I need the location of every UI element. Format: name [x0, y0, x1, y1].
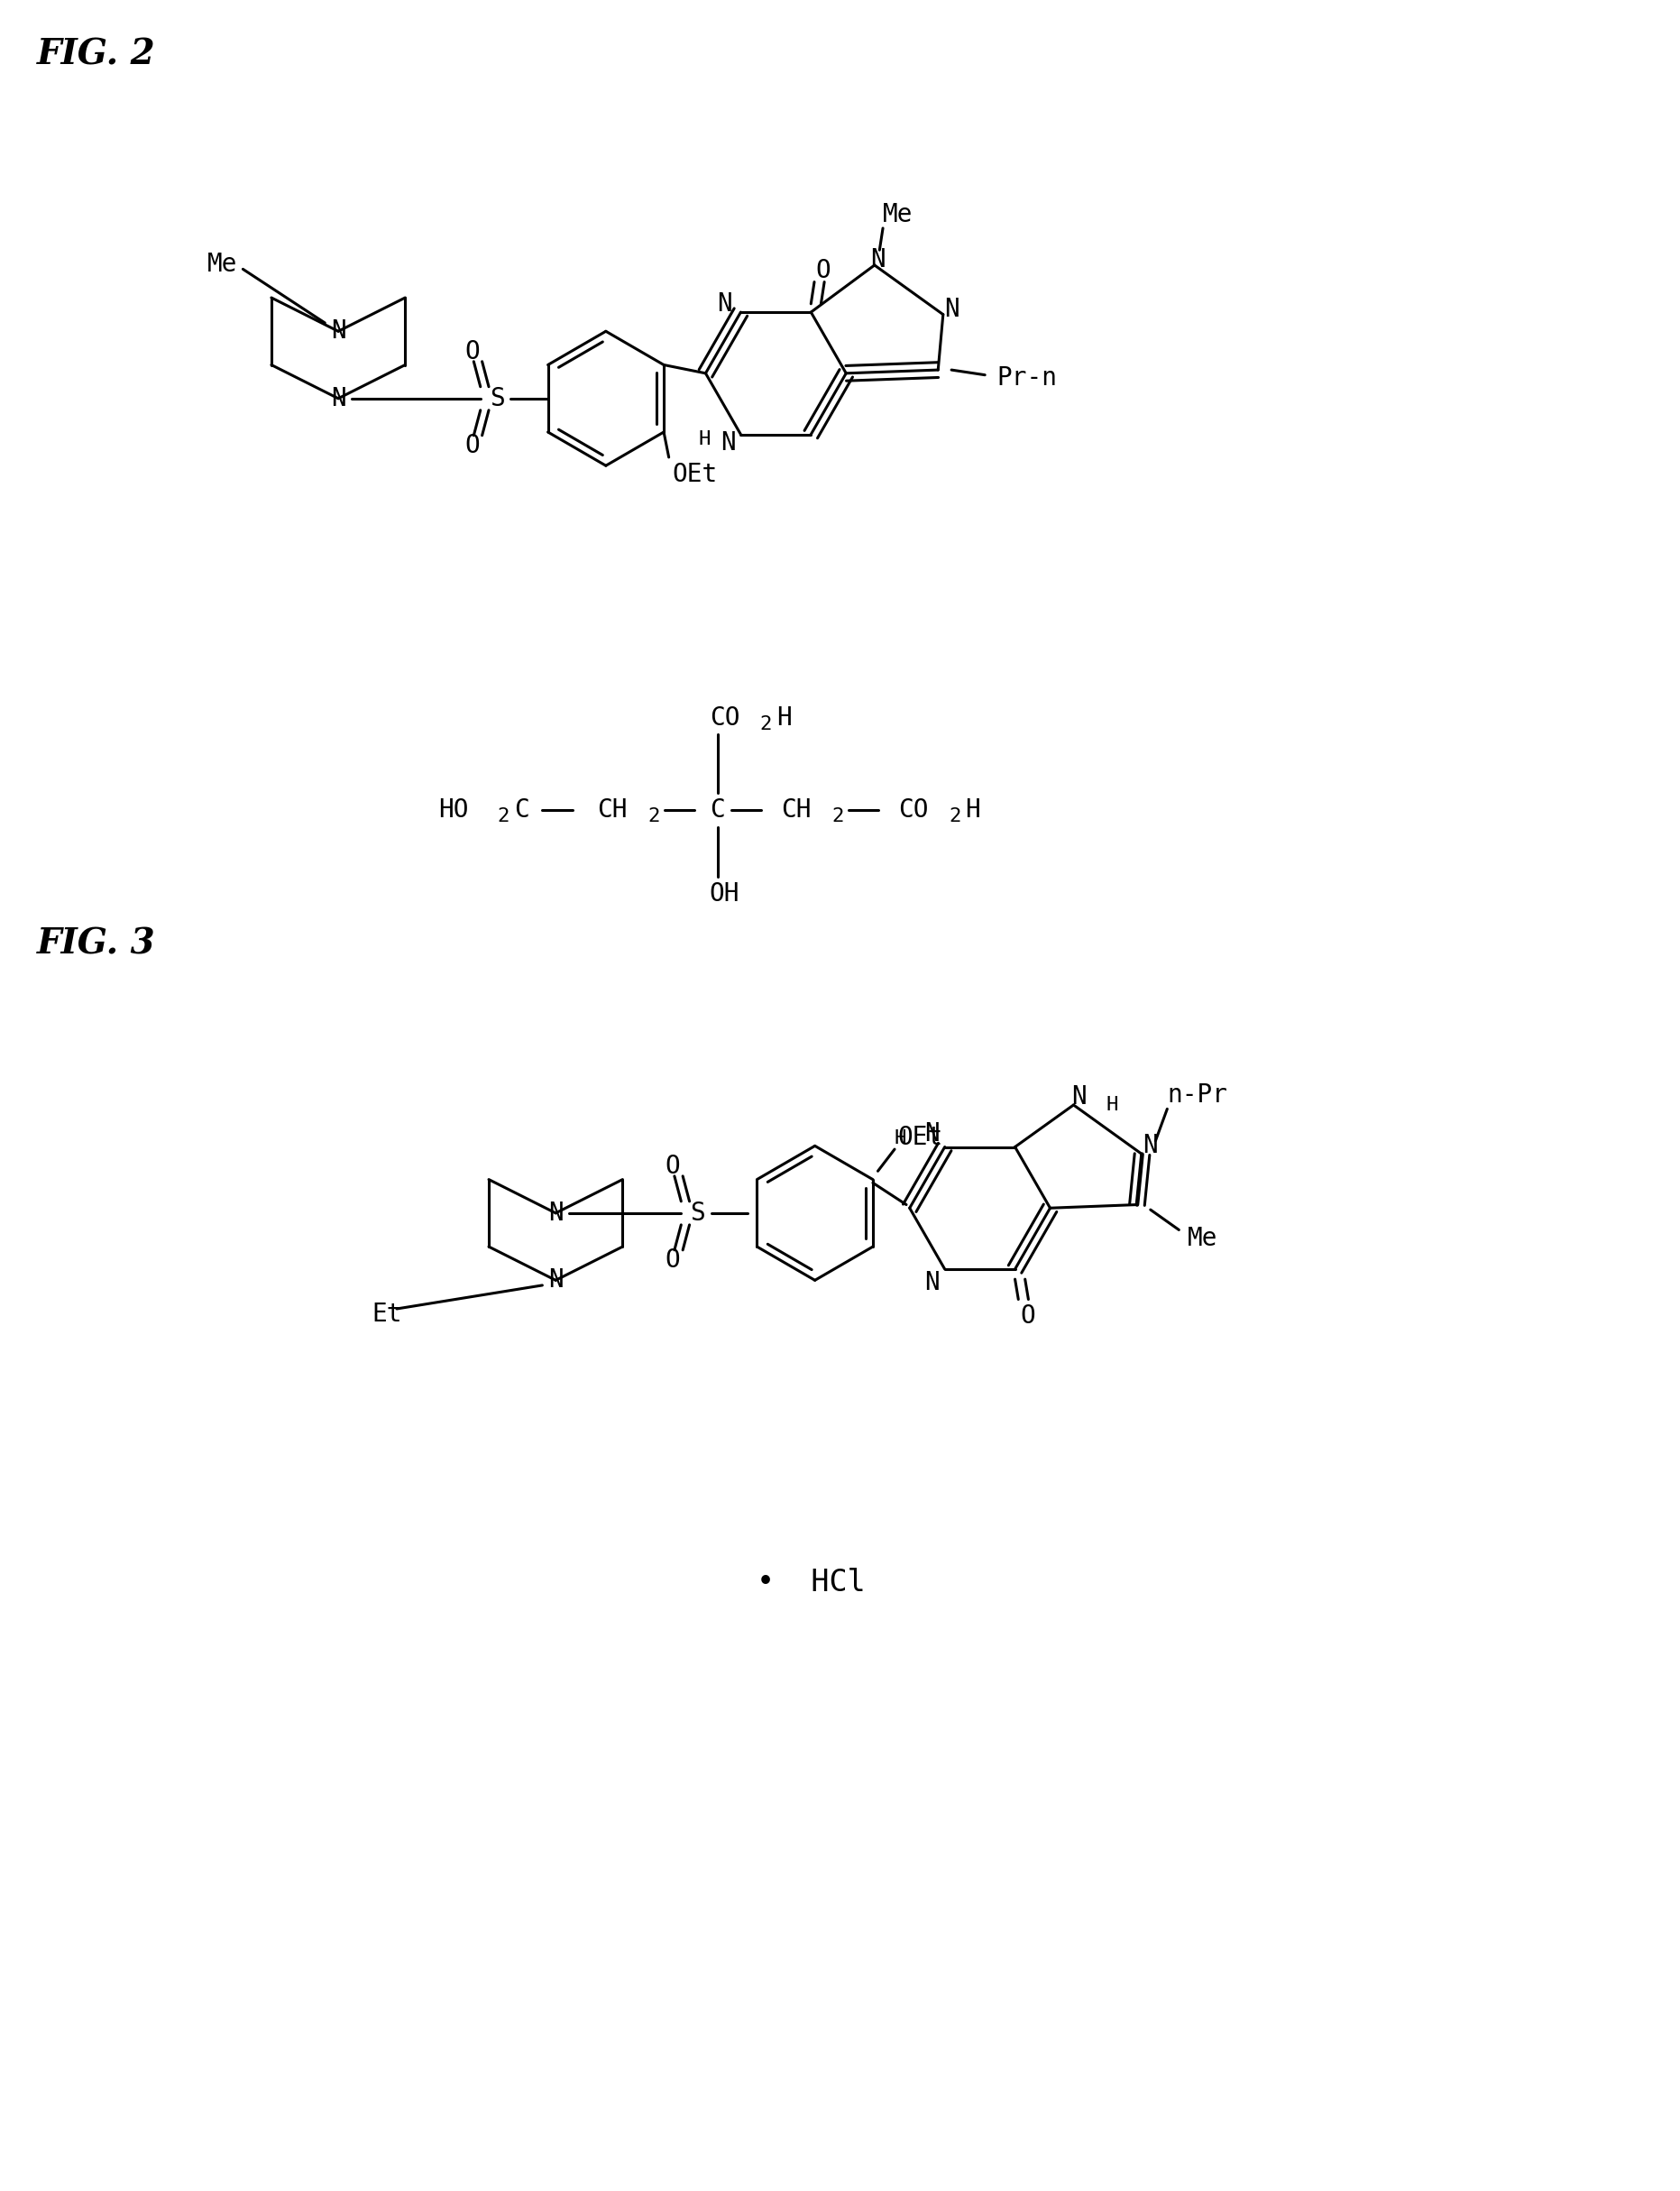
Text: CH: CH: [598, 798, 628, 822]
Text: N: N: [331, 318, 346, 344]
Text: HO: HO: [438, 798, 469, 822]
Text: N: N: [717, 291, 732, 316]
Text: C: C: [709, 798, 724, 822]
Text: N: N: [548, 1201, 563, 1225]
Text: 2: 2: [949, 808, 961, 826]
Text: O: O: [464, 340, 479, 364]
Text: Et: Et: [371, 1301, 402, 1326]
Text: N: N: [331, 386, 346, 412]
Text: OEt: OEt: [897, 1124, 942, 1150]
Text: H: H: [699, 429, 711, 449]
Text: N: N: [924, 1271, 939, 1295]
Text: N: N: [721, 429, 736, 456]
Text: CH: CH: [781, 798, 811, 822]
Text: O: O: [816, 259, 832, 283]
Text: Me: Me: [1188, 1225, 1218, 1251]
Text: H: H: [776, 706, 791, 730]
Text: Pr-n: Pr-n: [996, 366, 1057, 390]
Text: 2: 2: [648, 808, 660, 826]
Text: C: C: [514, 798, 529, 822]
Text: FIG. 2: FIG. 2: [37, 37, 156, 72]
Text: O: O: [464, 434, 479, 458]
Text: O: O: [665, 1152, 680, 1179]
Text: n-Pr: n-Pr: [1168, 1082, 1228, 1109]
Text: H: H: [894, 1131, 906, 1148]
Text: N: N: [1142, 1133, 1158, 1159]
Text: N: N: [870, 248, 885, 272]
Text: •  HCl: • HCl: [756, 1569, 865, 1597]
Text: 2: 2: [759, 714, 771, 734]
Text: S: S: [489, 386, 504, 412]
Text: OH: OH: [709, 881, 739, 907]
Text: Me: Me: [208, 252, 239, 276]
Text: CO: CO: [709, 706, 739, 730]
Text: O: O: [665, 1247, 680, 1273]
Text: N: N: [1072, 1085, 1085, 1109]
Text: CO: CO: [899, 798, 929, 822]
Text: N: N: [944, 296, 959, 322]
Text: H: H: [1105, 1096, 1119, 1113]
Text: N: N: [924, 1122, 939, 1146]
Text: 2: 2: [497, 808, 509, 826]
Text: FIG. 3: FIG. 3: [37, 927, 156, 962]
Text: S: S: [690, 1201, 706, 1225]
Text: OEt: OEt: [672, 462, 717, 486]
Text: Me: Me: [884, 202, 914, 228]
Text: 2: 2: [832, 808, 843, 826]
Text: O: O: [1020, 1304, 1035, 1328]
Text: N: N: [548, 1269, 563, 1293]
Text: H: H: [966, 798, 981, 822]
